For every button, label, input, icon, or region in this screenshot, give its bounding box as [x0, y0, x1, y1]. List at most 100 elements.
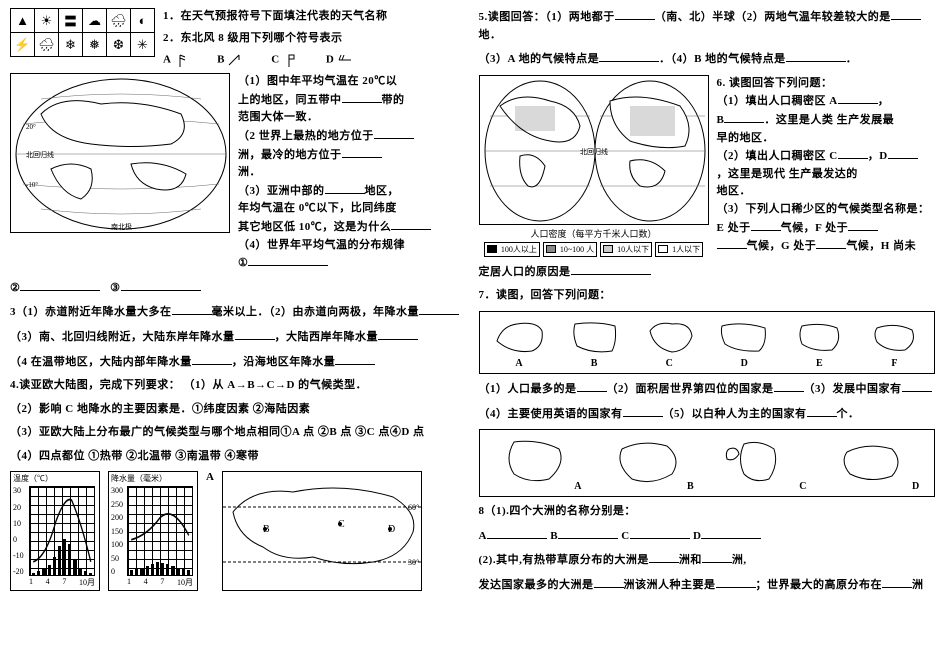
q7-l1: （1）人口最多的是（2）面积居世界第四位的国家是（3）发展中国家有: [479, 380, 936, 399]
country-outlines: A B C D E F: [479, 311, 936, 374]
q8-l1: 8（1).四个大洲的名称分别是：: [479, 503, 936, 521]
q6-title: 6. 读图回答下列问题：: [717, 75, 936, 93]
isotherm-block: 20° 北回归线 -10° 南北极 （1）图中年平均气温在 20℃以 上的地区，…: [10, 73, 467, 273]
opt-b: B: [217, 53, 241, 67]
country-d: D: [717, 316, 772, 369]
opt-d: D: [326, 53, 351, 67]
charts-row: 温度（℃） 3020100-10-20 14710月 降水量（毫米: [10, 471, 467, 591]
country-c: C: [642, 316, 697, 369]
q1-block: ▲ ☀ 〓 ☁ 🌧 ◐ ⚡ 🌧 ❄ ❅ ❆ ✳ 1．在天气预报符号下面填注代表: [10, 8, 467, 67]
svg-text:北回归线: 北回归线: [26, 150, 54, 159]
svg-text:-10°: -10°: [26, 181, 38, 189]
wx-cell: ◐: [131, 9, 155, 33]
iso-l1a: （1）图中年平均气温在 20℃以: [238, 73, 467, 91]
density-legend: 100人以上 10~100 人 10人以下 1人以下: [479, 242, 709, 257]
population-density-map: 北回归线: [479, 75, 709, 225]
opt-c: C: [271, 53, 296, 67]
wx-cell: ❄: [59, 33, 83, 57]
iso-l1b: 上的地区，同五带中带的: [238, 91, 467, 110]
chart-a-title: 温度（℃）: [13, 473, 53, 484]
country-e: E: [792, 316, 847, 369]
wx-cell: ❆: [107, 33, 131, 57]
continent-outlines: A B C D: [479, 429, 936, 497]
climate-chart-b: 降水量（毫米） 300250200150100500 14710月: [108, 471, 198, 591]
iso-l4b: ①: [238, 254, 467, 273]
lat60: 60°: [408, 503, 419, 512]
wx-cell: ☀: [35, 9, 59, 33]
rule-row: ② ③: [10, 279, 467, 298]
isotherm-questions: （1）图中年平均气温在 20℃以 上的地区，同五带中带的 范围大体一致． （2 …: [238, 73, 467, 273]
q6-l5: E 处于气候，F 处于: [717, 219, 936, 238]
q6-l3c: ，这里是现代 生产最发达的: [717, 166, 936, 184]
country-a: A: [492, 316, 547, 369]
q1-text: 1．在天气预报符号下面填注代表的天气名称 2．东北风 8 级用下列哪个符号表示 …: [163, 8, 467, 67]
q3-l2: （3）南、北回归线附近，大陆东岸年降水量，大陆西岸年降水量: [10, 328, 467, 347]
iso-l3c: 年均气温在 0℃以下，比同纬度: [238, 200, 467, 218]
left-column: ▲ ☀ 〓 ☁ 🌧 ◐ ⚡ 🌧 ❄ ❅ ❆ ✳ 1．在天气预报符号下面填注代表: [10, 8, 467, 660]
q6-l5b: 气候，G 处于气候，H 尚未: [717, 237, 936, 256]
continent-d: D: [832, 434, 919, 492]
iso-l3d: 其它地区低 10℃，这是为什么: [238, 218, 467, 237]
q4-l1: 4.读亚欧大陆图，完成下列要求： （1）从 A→B→C→D 的气候类型．: [10, 377, 467, 395]
weather-symbol-table: ▲ ☀ 〓 ☁ 🌧 ◐ ⚡ 🌧 ❄ ❅ ❆ ✳: [10, 8, 155, 57]
iso-l2a: （2 世界上最热的地方位于: [238, 127, 467, 146]
wind-options: A B C D: [163, 53, 467, 67]
q6-l2c: 早的地区．: [717, 130, 936, 148]
q7-l2: （4）主要使用英语的国家有（5）以白种人为主的国家有个．: [479, 405, 936, 424]
svg-text:20°: 20°: [26, 123, 36, 131]
q8-l4: 发达国家最多的大洲是洲该洲人种主要是；世界最大的高原分布在洲: [479, 576, 936, 595]
chart-a-xlabels: 14710月: [29, 577, 95, 588]
right-column: 5.读图回答：（1）两地都于（南、北）半球（2）两地气温年较差较大的是地． （3…: [479, 8, 936, 660]
wx-cell: 🌧: [35, 33, 59, 57]
q4-l2: （2）影响 C 地降水的主要因素是．①纬度因素 ②海陆因素: [10, 401, 467, 419]
q1-line1: 1．在天气预报符号下面填注代表的天气名称: [163, 8, 467, 26]
legend-title: 人口密度（每平方千米人口数）: [479, 227, 709, 240]
opt-a: A: [163, 53, 187, 67]
chart-a-ylabels: 3020100-10-20: [13, 486, 27, 576]
chart-b-title: 降水量（毫米）: [111, 473, 167, 484]
wx-cell: ☁: [83, 9, 107, 33]
country-b: B: [567, 316, 622, 369]
q7-title: 7．读图，回答下列问题：: [479, 287, 936, 305]
q6-l4: （3）下列人口稀少区的气候类型名称是：: [717, 201, 936, 219]
iso-l2c: 洲．: [238, 164, 467, 182]
density-block: 北回归线 人口密度（每平方千米人口数） 100人以上 10~100 人 10人以…: [479, 75, 936, 257]
iso-l3a: （3）亚洲中部的地区，: [238, 182, 467, 201]
world-isotherm-map: 20° 北回归线 -10° 南北极: [10, 73, 230, 233]
chart-b-ylabels: 300250200150100500: [111, 486, 125, 576]
wx-cell: 🌧: [107, 9, 131, 33]
q3-l3: （4 在温带地区，大陆内部年降水量，沿海地区年降水量: [10, 353, 467, 372]
q4-l4: （4）四点都位 ①热带 ②北温带 ③南温带 ④寒带: [10, 448, 467, 466]
q6-text: 6. 读图回答下列问题： （1）填出人口稠密区 A， B．这里是人类 生产发展最…: [717, 75, 936, 256]
iso-l1d: 范围大体一致．: [238, 109, 467, 127]
q6-l3: （2）填出人口稠密区 C，D: [717, 147, 936, 166]
wx-cell: ✳: [131, 33, 155, 57]
continent-b: B: [607, 434, 694, 492]
q8-l3: (2).其中,有热带草原分布的大洲是洲和洲,: [479, 551, 936, 570]
iso-l4a: （4）世界年平均气温的分布规律: [238, 237, 467, 255]
density-map-wrap: 北回归线 人口密度（每平方千米人口数） 100人以上 10~100 人 10人以…: [479, 75, 709, 257]
country-f: F: [867, 316, 922, 369]
svg-text:南北极: 南北极: [111, 222, 132, 231]
eurasia-map: B C D 60° 30°: [222, 471, 422, 591]
wx-cell: ❅: [83, 33, 107, 57]
q5-l1: 5.读图回答：（1）两地都于（南、北）半球（2）两地气温年较差较大的是地．: [479, 8, 936, 44]
wx-cell: ⚡: [11, 33, 35, 57]
wx-cell: ▲: [11, 9, 35, 33]
q3-l1: 3（1）赤道附近年降水量大多在毫米以上．（2）由赤道向两极，年降水量: [10, 303, 467, 322]
q6-l3d: 地区．: [717, 183, 936, 201]
lat30: 30°: [408, 558, 419, 567]
continent-c: C: [719, 434, 806, 492]
q4-l3: （3）亚欧大陆上分布最广的气候类型与哪个地点相同①A 点 ②B 点 ③C 点④D…: [10, 424, 467, 442]
continent-a: A: [494, 434, 581, 492]
q6-l2: B．这里是人类 生产发展最: [717, 111, 936, 130]
chart-b-xlabels: 14710月: [127, 577, 193, 588]
chart-a-label: A: [206, 471, 214, 483]
q8-l2: A B C D: [479, 527, 936, 546]
svg-text:北回归线: 北回归线: [580, 147, 608, 156]
iso-l2b: 洲，最冷的地方位于: [238, 146, 467, 165]
wx-cell: 〓: [59, 9, 83, 33]
q1-line2: 2．东北风 8 级用下列哪个符号表示: [163, 30, 467, 48]
q6-l1: （1）填出人口稠密区 A，: [717, 92, 936, 111]
q6-l6: 定居人口的原因是: [479, 263, 936, 282]
